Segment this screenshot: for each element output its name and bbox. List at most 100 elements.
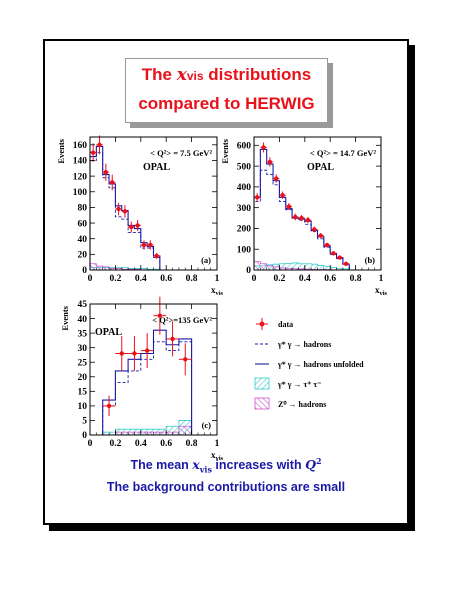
- title-variable: x: [176, 65, 187, 85]
- y-tick-label: 140: [73, 157, 88, 167]
- data-marker: [331, 251, 336, 256]
- x-tick-label: 0.8: [186, 439, 198, 449]
- x-tick-label: 0.2: [109, 274, 121, 284]
- data-point: [292, 213, 299, 221]
- legend-entry-solid: γ* γ → hadrons unfolded: [255, 360, 364, 369]
- title-suffix: distributions: [203, 65, 312, 84]
- data-marker: [148, 242, 153, 248]
- data-point: [260, 142, 267, 153]
- footer-mid: increases with: [211, 458, 306, 473]
- data-point: [317, 233, 324, 239]
- data-point: [311, 226, 318, 233]
- data-marker: [267, 159, 273, 165]
- footer-q: Q2: [305, 456, 322, 473]
- x-tick-label: 0.2: [273, 274, 285, 284]
- legend-entry-z0: Z⁰ → hadrons: [254, 397, 326, 410]
- data-marker: [343, 261, 349, 266]
- data-point: [166, 321, 179, 357]
- data-point: [279, 191, 286, 199]
- data-point: [323, 242, 331, 248]
- title-line-1: The xvis distributions: [126, 65, 327, 85]
- chart-panel-2: 0 0.2 0.4 0.6 0.8 1 0 100 200 300 400 500 600 xvis Eve…: [220, 136, 388, 297]
- y-tick-label: 10: [78, 402, 88, 412]
- data-marker: [293, 214, 298, 220]
- y-tick-label: 0: [82, 266, 87, 276]
- footer-line-1: The mean xvis increases with Q2: [43, 456, 409, 475]
- x-tick-label: 0.4: [299, 274, 311, 284]
- data-marker: [312, 227, 317, 232]
- data-marker: [305, 217, 311, 223]
- data-point: [153, 252, 160, 260]
- x-tick-label: 1: [215, 439, 220, 449]
- data-point: [102, 163, 110, 181]
- q2-label: < Q²> = 14.7 GeV²: [310, 148, 377, 158]
- data-point: [147, 240, 154, 250]
- data-marker: [132, 351, 137, 356]
- data-marker: [135, 223, 140, 228]
- title-prefix: The: [141, 65, 177, 84]
- data-point: [336, 255, 343, 260]
- q2-label: < Q²>=135 GeV²: [152, 315, 212, 325]
- legend-label: γ* γ → hadrons unfolded: [277, 360, 364, 369]
- y-tick-label: 40: [78, 235, 88, 245]
- y-tick-label: 20: [78, 373, 88, 383]
- opal-label: OPAL: [95, 327, 122, 338]
- data-marker: [324, 242, 330, 248]
- y-tick-label: 35: [78, 329, 88, 339]
- data-marker: [154, 253, 159, 259]
- x-tick-label: 0.2: [109, 439, 121, 449]
- y-tick-label: 20: [78, 251, 88, 261]
- data-point: [254, 193, 261, 202]
- y-tick-label: 100: [73, 188, 88, 198]
- data-point: [304, 217, 312, 224]
- data-point: [140, 333, 154, 369]
- y-tick-label: 400: [237, 183, 252, 193]
- data-point: [273, 174, 280, 183]
- x-tick-label: 0.8: [186, 274, 198, 284]
- y-tick-label: 200: [237, 225, 252, 235]
- y-tick-label: 0: [82, 431, 87, 441]
- x-axis-label-sub: vis: [380, 290, 388, 297]
- data-marker: [141, 242, 147, 248]
- data-marker: [119, 351, 124, 356]
- footer-q-sup: 2: [315, 456, 322, 466]
- data-marker: [170, 336, 175, 342]
- chart-panel-1: 0 0.2 0.4 0.6 0.8 1 0 20 40 60 80 100 120 140 160 xvis E…: [56, 135, 224, 297]
- data-marker: [254, 195, 260, 200]
- data-point: [102, 395, 116, 417]
- data-marker: [286, 204, 292, 209]
- title-box: The xvis distributions compared to HERWI…: [125, 58, 328, 123]
- panel-label: (a): [201, 255, 211, 265]
- footer-prefix: The mean: [130, 458, 193, 473]
- panel-label: (c): [202, 420, 212, 430]
- y-axis-label: Events: [56, 138, 66, 163]
- footer-var-x: x: [192, 457, 200, 473]
- data-point: [285, 203, 293, 211]
- footer-var-sub: vis: [199, 464, 212, 475]
- legend-z0-swatch: [254, 397, 270, 410]
- y-axis-label: Events: [220, 138, 230, 163]
- x-tick-label: 0.6: [160, 439, 172, 449]
- data-marker: [103, 170, 109, 175]
- x-axis-label: xvis: [211, 285, 224, 297]
- data-marker: [280, 192, 285, 198]
- y-tick-label: 500: [237, 162, 252, 172]
- legend-entry-data: data: [256, 318, 293, 330]
- y-tick-label: 25: [78, 358, 88, 368]
- y-axis-label: Events: [60, 305, 70, 330]
- legend-entry-tau: γ* γ → τ⁺ τ⁻: [254, 377, 321, 390]
- x-tick-label: 1: [215, 274, 220, 284]
- x-tick-label: 0.4: [135, 274, 147, 284]
- footer-q-letter: Q: [305, 457, 316, 473]
- data-point: [330, 251, 337, 256]
- panel-label: (b): [365, 255, 376, 265]
- x-tick-label: 0: [252, 274, 257, 284]
- data-point: [121, 205, 129, 218]
- x-axis-label-sub: vis: [216, 290, 224, 297]
- data-point: [134, 219, 141, 231]
- data-point: [128, 336, 141, 371]
- q2-label: < Q²> = 7.5 GeV²: [150, 148, 212, 158]
- x-tick-label: 0.6: [324, 274, 336, 284]
- data-marker: [122, 209, 128, 214]
